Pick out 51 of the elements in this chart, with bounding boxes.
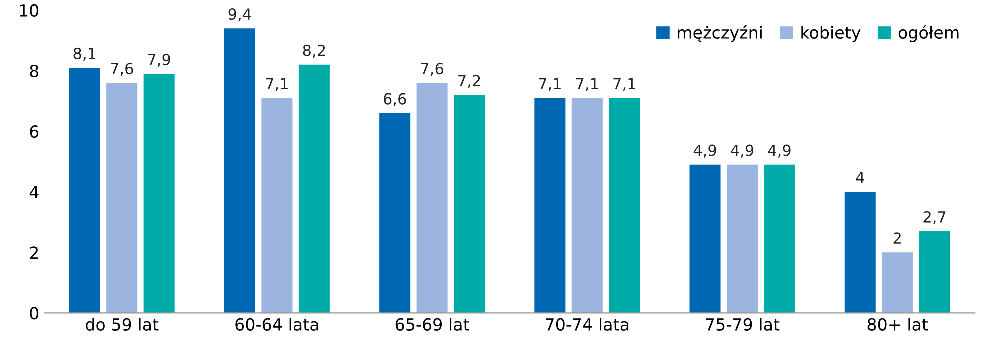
data-label: 7,1 bbox=[576, 78, 598, 92]
bar bbox=[690, 164, 721, 314]
data-label: 7,2 bbox=[458, 75, 480, 88]
bar bbox=[882, 252, 914, 314]
data-label: 6,6 bbox=[384, 93, 406, 106]
data-label: 7,1 bbox=[614, 78, 636, 92]
bar bbox=[298, 64, 330, 314]
bar bbox=[454, 95, 486, 314]
y-tick-label: 2 bbox=[30, 246, 38, 259]
data-label: 7,6 bbox=[111, 63, 134, 76]
data-label: 4,9 bbox=[731, 144, 754, 158]
bar bbox=[106, 83, 138, 314]
bar bbox=[764, 164, 796, 314]
y-tick-label: 6 bbox=[30, 126, 39, 138]
legend-label: kobiety bbox=[802, 26, 861, 42]
data-label: 7,1 bbox=[539, 78, 561, 92]
x-tick-label: 65-69 lat bbox=[396, 318, 470, 331]
legend-label: ogółem bbox=[898, 25, 959, 42]
bar bbox=[380, 113, 411, 314]
x-tick-label: 75-79 lat bbox=[706, 318, 780, 331]
x-tick-label: 80+ lat bbox=[868, 318, 928, 331]
bar bbox=[534, 98, 566, 314]
data-label: 4,9 bbox=[694, 144, 716, 158]
legend-label: mężczyźni bbox=[678, 25, 762, 42]
x-tick-label: do 59 lat bbox=[86, 318, 159, 331]
bar bbox=[144, 74, 175, 314]
data-label: 7,6 bbox=[421, 63, 444, 76]
data-label: 7,1 bbox=[266, 78, 288, 92]
data-label: 4,9 bbox=[768, 144, 791, 158]
y-tick-label: 10 bbox=[20, 4, 39, 18]
bar bbox=[572, 98, 603, 314]
data-label: 2 bbox=[894, 232, 901, 244]
bar bbox=[844, 192, 876, 314]
bar bbox=[919, 231, 950, 314]
data-label: 9,4 bbox=[228, 8, 252, 22]
bar bbox=[224, 28, 256, 314]
y-tick-label: 0 bbox=[30, 307, 39, 320]
data-label: 8,2 bbox=[303, 44, 326, 58]
bar bbox=[262, 98, 293, 314]
data-label: 2,7 bbox=[924, 211, 946, 224]
x-tick-label: 60-64 lata bbox=[236, 318, 318, 331]
data-label: 8,1 bbox=[74, 48, 96, 62]
bar bbox=[416, 83, 448, 314]
x-tick-label: 70-74 lata bbox=[546, 318, 629, 331]
bar bbox=[726, 164, 758, 314]
data-label: 7,9 bbox=[148, 54, 170, 68]
bar bbox=[69, 68, 100, 314]
y-tick-label: 4 bbox=[30, 186, 39, 198]
data-label: 4 bbox=[856, 172, 864, 184]
bar bbox=[609, 98, 640, 314]
y-tick-label: 8 bbox=[30, 64, 39, 78]
